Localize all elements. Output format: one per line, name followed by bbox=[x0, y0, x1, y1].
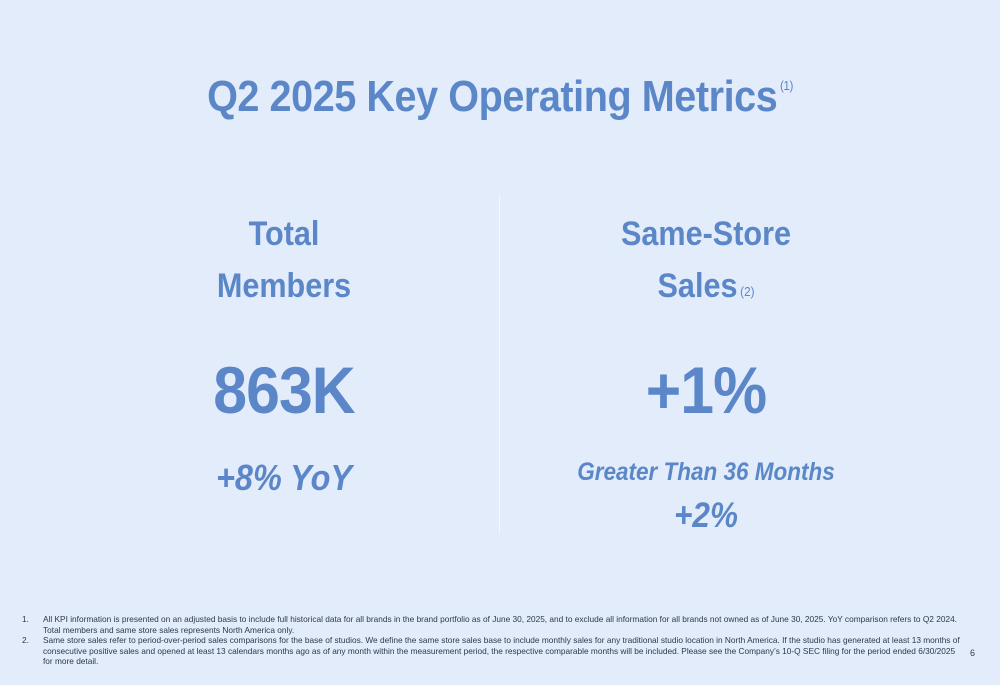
same-store-sales-heading: Same-Store Sales (2) bbox=[571, 208, 841, 312]
total-members-heading-line1: Total bbox=[149, 208, 419, 260]
footnote-text: All KPI information is presented on an a… bbox=[43, 614, 966, 635]
same-store-sales-heading-line1: Same-Store bbox=[571, 208, 841, 260]
column-divider bbox=[499, 196, 500, 534]
total-members-value: 863K bbox=[146, 350, 422, 430]
same-store-sales-value: +1% bbox=[568, 350, 844, 430]
same-store-sales-heading-line2: Sales (2) bbox=[571, 260, 841, 312]
footnote-text: Same store sales refer to period-over-pe… bbox=[43, 635, 966, 667]
slide-title: Q2 2025 Key Operating Metrics (1) bbox=[50, 72, 950, 122]
slide-title-text: Q2 2025 Key Operating Metrics bbox=[207, 72, 777, 121]
page-number: 6 bbox=[970, 648, 975, 658]
footnote-2: 2. Same store sales refer to period-over… bbox=[22, 635, 966, 667]
footnote-1: 1. All KPI information is presented on a… bbox=[22, 614, 966, 635]
same-store-sales-subtext-value: +2% bbox=[571, 494, 841, 538]
same-store-sales-footnote-ref: (2) bbox=[740, 284, 754, 299]
total-members-heading: Total Members bbox=[149, 208, 419, 312]
total-members-yoy: +8% YoY bbox=[149, 456, 419, 500]
footnote-number: 2. bbox=[22, 635, 43, 667]
footnotes: 1. All KPI information is presented on a… bbox=[22, 614, 966, 667]
same-store-sales-subtext-label: Greater Than 36 Months bbox=[553, 456, 859, 488]
footnote-number: 1. bbox=[22, 614, 43, 635]
total-members-heading-line2: Members bbox=[149, 260, 419, 312]
title-footnote-ref: (1) bbox=[780, 78, 793, 93]
same-store-sales-heading-line2-text: Sales bbox=[658, 267, 738, 305]
